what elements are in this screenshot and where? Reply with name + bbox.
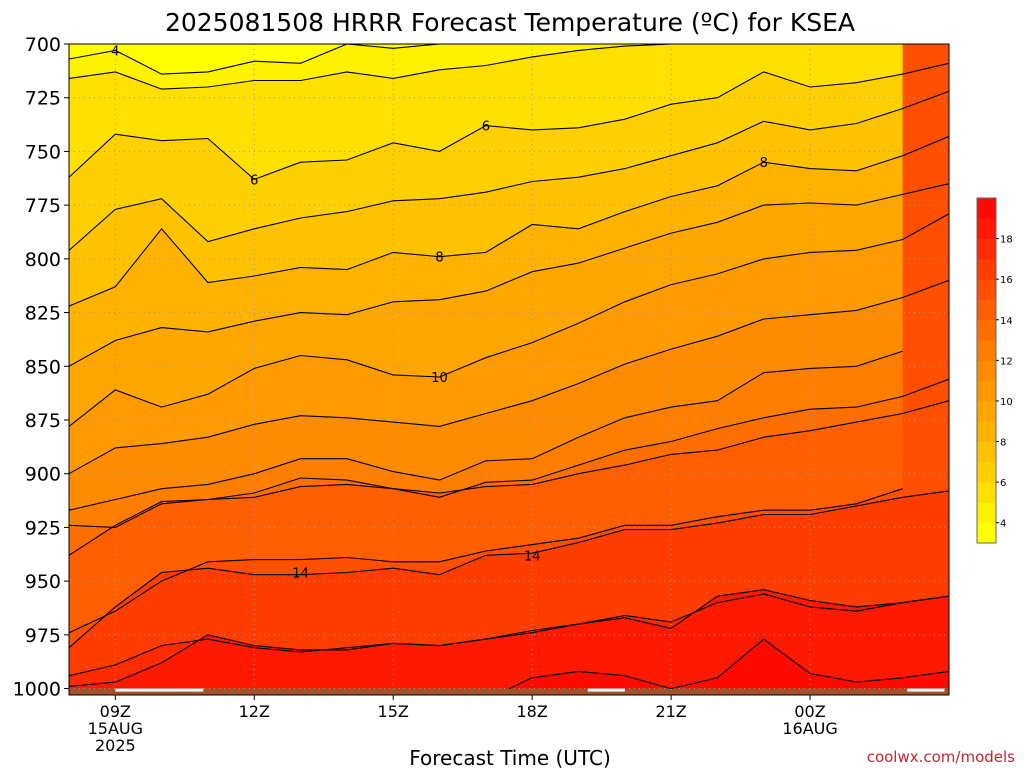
isotherm-5c bbox=[69, 44, 672, 90]
legend-swatch bbox=[977, 279, 996, 300]
legend-swatch bbox=[977, 299, 996, 321]
legend-swatch bbox=[977, 421, 996, 443]
x-tick-label: 00Z bbox=[794, 702, 825, 721]
band-fill-16c bbox=[69, 44, 949, 695]
contour-label: 4 bbox=[111, 44, 119, 59]
watermark: coolwx.com/models bbox=[867, 748, 1015, 766]
isotherm-10c bbox=[69, 213, 949, 427]
y-tick-label: 875 bbox=[25, 410, 61, 432]
y-tick-label: 900 bbox=[25, 464, 61, 486]
isotherm-15c bbox=[69, 488, 903, 634]
y-tick-label: 800 bbox=[25, 249, 61, 271]
x-tick-label: 15AUG bbox=[88, 719, 143, 738]
legend-swatch bbox=[977, 340, 996, 361]
legend-swatch bbox=[977, 258, 996, 280]
contour-label: 8 bbox=[760, 156, 768, 171]
legend-swatch bbox=[977, 522, 996, 544]
isotherm-12c bbox=[69, 350, 903, 511]
x-axis-title: Forecast Time (UTC) bbox=[409, 746, 611, 768]
y-tick-label: 1000 bbox=[13, 679, 61, 701]
isotherm-8c bbox=[69, 135, 949, 307]
isotherm-7c bbox=[69, 90, 949, 251]
y-tick-label: 825 bbox=[25, 303, 61, 325]
y-tick-label: 700 bbox=[25, 34, 61, 56]
legend-swatch bbox=[977, 400, 996, 422]
isotherm-18c bbox=[69, 589, 949, 687]
x-tick-label: 21Z bbox=[655, 702, 686, 721]
x-tick-label: 15Z bbox=[378, 702, 409, 721]
legend-label: 4 bbox=[1000, 519, 1006, 530]
x-tick-label: 16AUG bbox=[782, 719, 837, 738]
y-tick-label: 950 bbox=[25, 571, 61, 593]
surface-band bbox=[69, 688, 949, 695]
contour-label: 14 bbox=[524, 549, 541, 564]
y-tick-label: 750 bbox=[25, 141, 61, 163]
isotherm-14c bbox=[69, 400, 949, 556]
isotherm-19c bbox=[508, 638, 949, 690]
legend-label: 12 bbox=[1000, 356, 1013, 367]
legend-swatch bbox=[977, 238, 996, 260]
contour-label: 6 bbox=[482, 120, 490, 135]
y-tick-label: 975 bbox=[25, 625, 61, 647]
isotherm-17c bbox=[69, 593, 949, 677]
band-fill-18c bbox=[69, 44, 949, 695]
y-tick-label: 925 bbox=[25, 517, 61, 539]
plot-frame bbox=[68, 43, 950, 696]
y-tick-label: 775 bbox=[25, 195, 61, 217]
contour-label: 14 bbox=[292, 567, 309, 582]
contour-label: 10 bbox=[431, 371, 448, 386]
legend-swatch bbox=[977, 319, 996, 341]
contour-label: 8 bbox=[435, 251, 443, 266]
isotherm-11c bbox=[69, 279, 949, 475]
surface-mark bbox=[907, 688, 945, 692]
contour-label: 6 bbox=[250, 173, 258, 188]
x-tick-label: 2025 bbox=[95, 736, 136, 755]
legend-swatch bbox=[977, 360, 996, 382]
x-tick-label: 12Z bbox=[239, 702, 270, 721]
isotherm-16c bbox=[69, 490, 949, 649]
surface-mark bbox=[587, 688, 625, 692]
legend-label: 6 bbox=[1000, 478, 1006, 489]
legend-swatch bbox=[977, 380, 996, 402]
legend-frame bbox=[976, 197, 997, 544]
isotherm-9c bbox=[69, 183, 949, 367]
legend-label: 16 bbox=[1000, 275, 1013, 286]
isotherm-13c bbox=[69, 378, 949, 528]
x-tick-label: 18Z bbox=[516, 702, 547, 721]
chart-title: 2025081508 HRRR Forecast Temperature (ºC… bbox=[165, 8, 855, 37]
surface-mark bbox=[115, 688, 204, 692]
x-tick-label: 09Z bbox=[100, 702, 131, 721]
isotherm-6c bbox=[69, 62, 949, 181]
legend-swatch bbox=[977, 441, 996, 463]
isotherm-4c bbox=[69, 44, 440, 75]
legend-label: 14 bbox=[1000, 316, 1013, 327]
legend-swatch bbox=[977, 218, 996, 240]
legend-label: 10 bbox=[1000, 397, 1013, 408]
legend-label: 18 bbox=[1000, 235, 1013, 246]
y-tick-label: 850 bbox=[25, 356, 61, 378]
legend-swatch bbox=[977, 482, 996, 503]
legend-swatch bbox=[977, 198, 996, 219]
legend-label: 8 bbox=[1000, 438, 1006, 449]
y-tick-label: 725 bbox=[25, 88, 61, 110]
legend-swatch bbox=[977, 502, 996, 524]
legend-swatch bbox=[977, 461, 996, 483]
